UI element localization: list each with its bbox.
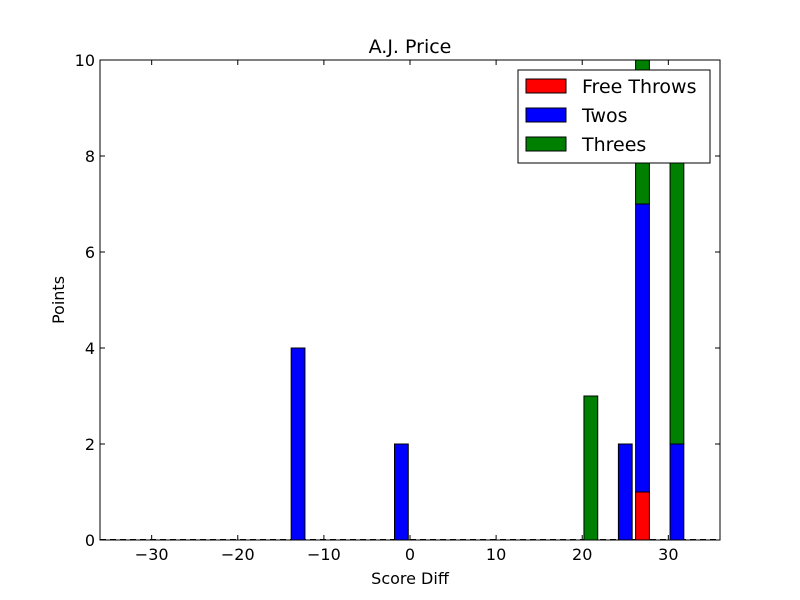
bar-twos-x-13 — [290, 347, 306, 541]
bar-threes-x31 — [669, 155, 685, 445]
legend: Free Throws Twos Threes — [517, 69, 711, 164]
x-tick-label: −30 — [135, 545, 169, 564]
chart-title: A.J. Price — [369, 36, 452, 58]
x-tick-label: 30 — [658, 545, 678, 564]
bar-free-throws-x27 — [635, 491, 650, 541]
x-tick-label: −10 — [307, 545, 341, 564]
x-axis-label: Score Diff — [371, 569, 450, 588]
ticks-layer: −30 −20 −10 0 10 20 30 0 2 4 6 8 10 — [75, 51, 720, 564]
bar-threes-x21 — [583, 395, 599, 541]
y-tick-label: 2 — [85, 435, 95, 454]
bar-twos-x25 — [617, 443, 633, 541]
x-tick-label: 10 — [486, 545, 506, 564]
bar-twos-x-1 — [394, 443, 409, 541]
legend-swatch-threes — [525, 136, 567, 152]
y-tick-label: 8 — [85, 147, 95, 166]
bar-twos-x31 — [669, 443, 685, 541]
legend-label-threes: Threes — [581, 134, 646, 156]
x-tick-label: 0 — [405, 545, 415, 564]
y-axis-label: Points — [49, 276, 68, 324]
x-tick-label: −20 — [221, 545, 255, 564]
y-tick-label: 0 — [85, 531, 95, 550]
legend-label-twos: Twos — [581, 105, 628, 127]
x-tick-label: 20 — [572, 545, 592, 564]
y-tick-label: 6 — [85, 243, 95, 262]
bar-twos-x27 — [635, 203, 650, 493]
y-tick-label: 10 — [75, 51, 95, 70]
legend-swatch-twos — [525, 107, 567, 123]
legend-swatch-free-throws — [525, 78, 567, 94]
y-tick-label: 4 — [85, 339, 95, 358]
legend-label-free-throws: Free Throws — [582, 76, 696, 98]
